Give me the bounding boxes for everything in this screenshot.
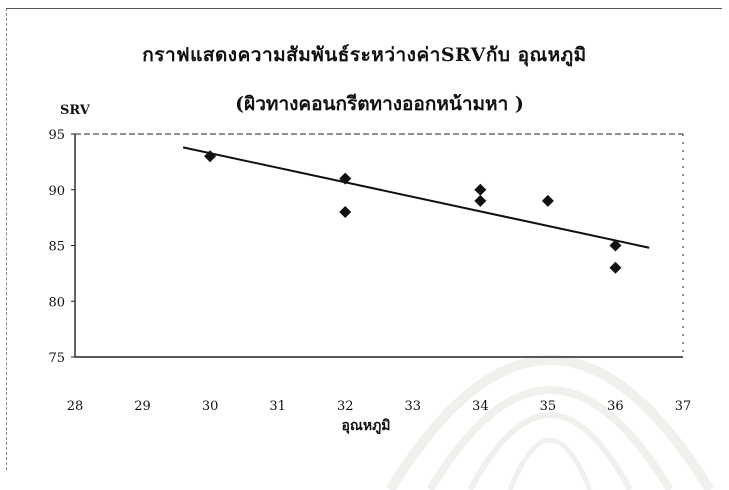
y-tick-label: 75 xyxy=(48,351,65,366)
y-tick-label: 90 xyxy=(48,184,65,199)
x-tick-label: 29 xyxy=(134,399,151,414)
x-tick-label: 35 xyxy=(540,399,557,414)
data-point-marker xyxy=(339,172,352,185)
x-tick-label: 32 xyxy=(337,399,354,414)
x-tick-label: 33 xyxy=(405,399,422,414)
x-tick-label: 37 xyxy=(675,399,692,414)
y-axis-label: SRV xyxy=(60,103,91,118)
y-tick-label: 85 xyxy=(48,240,65,255)
y-tick-label: 80 xyxy=(48,295,65,310)
x-tick-label: 28 xyxy=(67,399,84,414)
x-axis-label: อุณหภูมิ xyxy=(341,418,390,434)
trendline xyxy=(182,146,650,249)
chart-subtitle: (ผิวทางคอนกรีตทางออกหน้ามหา ) xyxy=(235,93,524,115)
x-tick-label: 31 xyxy=(269,399,286,414)
y-tick-labels: 75 80 85 90 95 xyxy=(48,128,75,366)
data-point-marker xyxy=(474,194,487,207)
x-tick-label: 30 xyxy=(202,399,219,414)
data-point-marker xyxy=(541,194,554,207)
x-tick-labels: 28 29 30 31 32 33 34 35 36 37 xyxy=(67,399,692,414)
chart-frame xyxy=(6,8,722,470)
plot-axes xyxy=(74,133,684,358)
chart-title: กราฟแสดงความสัมพันธ์ระหว่างค่าSRVกับ อุณ… xyxy=(142,44,587,66)
data-point-marker xyxy=(474,183,487,196)
scatter-plot: 75 80 85 90 95 28 29 30 31 32 33 34 35 36 37 SRV อุณห… xyxy=(48,103,692,434)
data-point-marker xyxy=(609,239,622,252)
x-tick-label: 36 xyxy=(607,399,624,414)
y-tick-label: 95 xyxy=(48,128,65,143)
data-points xyxy=(204,150,622,274)
trendline-group xyxy=(182,146,650,249)
data-point-marker xyxy=(609,261,622,274)
data-point-marker xyxy=(339,206,352,219)
data-point-marker xyxy=(204,150,217,163)
x-tick-label: 34 xyxy=(472,399,489,414)
